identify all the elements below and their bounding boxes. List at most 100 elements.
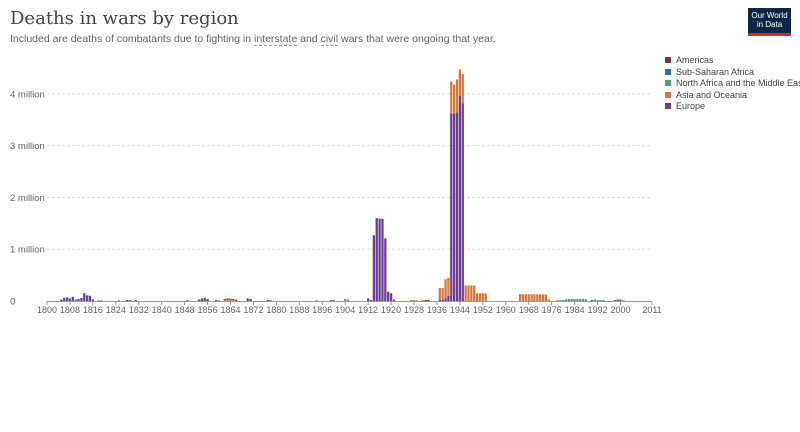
bar-segment-asia-and-oceania: [438, 288, 441, 300]
bar-segment-europe: [126, 299, 129, 301]
bar-segment-europe: [392, 299, 396, 301]
bar-segment-north-africa-and-the-middle-east: [582, 298, 585, 301]
bar-segment-europe: [71, 296, 74, 301]
legend-item[interactable]: North Africa and the Middle East: [665, 78, 800, 89]
bar-segment-north-africa-and-the-middle-east: [564, 299, 568, 301]
x-tick-label: 1816: [83, 305, 103, 315]
legend-item[interactable]: Americas: [665, 55, 800, 66]
bar-segment-north-africa-and-the-middle-east: [567, 298, 570, 301]
bar-segment-americas: [424, 299, 427, 301]
bar-segment-asia-and-oceania: [410, 299, 413, 301]
x-tick-label: 1896: [312, 305, 332, 315]
bar-segment-asia-and-oceania: [622, 300, 625, 301]
legend-label: Europe: [676, 101, 706, 112]
bar-segment-europe: [372, 235, 376, 301]
bar-segment-north-africa-and-the-middle-east: [579, 298, 582, 301]
bar-segment-europe: [444, 298, 447, 301]
legend-label: Asia and Oceania: [676, 89, 748, 100]
bar-segment-americas: [329, 300, 333, 301]
chart-title: Deaths in wars by region: [10, 8, 239, 29]
chart-subtitle: Included are deaths of combatants due to…: [10, 33, 496, 46]
bar-segment-americas: [229, 298, 232, 301]
x-axis: 1800 1808 1816 1824 1832 1840 1848 1856 1864 1872…: [37, 301, 662, 315]
bar-segment-europe: [86, 295, 89, 301]
bar-segment-europe: [203, 297, 206, 301]
bar-segment-europe: [80, 297, 83, 301]
owid-logo[interactable]: Our World in Data: [748, 8, 791, 36]
legend-item[interactable]: Sub-Saharan Africa: [665, 67, 800, 78]
bar-segment-asia-and-oceania: [458, 69, 462, 96]
bar-segment-europe: [249, 298, 252, 301]
bar-segment-asia-and-oceania: [521, 294, 525, 301]
bar-segment-europe: [134, 300, 138, 301]
bar-segment-europe: [215, 299, 218, 301]
bar-segment-asia-and-oceania: [415, 300, 419, 301]
bar-segment-asia-and-oceania: [470, 285, 473, 301]
bar-segment-asia-and-oceania: [481, 293, 484, 301]
bar-segment-europe: [450, 113, 453, 301]
x-tick-label: 1960: [496, 305, 516, 315]
bar-segment-north-africa-and-the-middle-east: [576, 298, 579, 301]
logo-accent-bar: [748, 33, 791, 36]
legend-swatch: [665, 103, 671, 110]
x-tick-label: 1920: [381, 305, 401, 315]
legend-item[interactable]: Europe: [665, 101, 800, 112]
bar-segment-asia-and-oceania: [453, 84, 456, 114]
bar-segment-asia-and-oceania: [217, 300, 221, 301]
bar-segment-asia-and-oceania: [518, 294, 522, 301]
bar-segment-asia-and-oceania: [559, 299, 562, 301]
bar-segment-europe: [197, 299, 201, 301]
bar-segment-sub-saharan-africa: [599, 300, 602, 301]
legend-swatch: [665, 57, 671, 64]
x-tick-label: 2011: [642, 305, 661, 315]
gridlines: 0 1 million 2 million 3 million 4 million: [10, 89, 652, 308]
x-tick-label: 1936: [427, 305, 447, 315]
y-tick-label: 1 million: [10, 245, 45, 256]
x-tick-label: 1824: [106, 305, 126, 315]
bar-segment-europe: [77, 298, 80, 301]
bar-segment-asia-and-oceania: [344, 298, 347, 301]
bar-segment-asia-and-oceania: [412, 299, 416, 301]
legend-item[interactable]: Asia and Oceania: [665, 90, 800, 101]
x-tick-label: 2000: [610, 305, 630, 315]
x-tick-label: 1832: [129, 305, 149, 315]
bar-segment-europe: [68, 298, 72, 301]
legend-swatch: [665, 91, 671, 98]
x-tick-label: 1952: [473, 305, 493, 315]
bar-segment-europe: [83, 293, 86, 301]
bar-segment-asia-and-oceania: [544, 294, 548, 301]
bar-segment-europe: [200, 298, 203, 301]
civil-link[interactable]: civil: [320, 33, 339, 46]
y-tick-label: 3 million: [10, 141, 45, 152]
interstate-link[interactable]: interstate: [254, 33, 298, 46]
bar-segment-europe: [458, 95, 462, 302]
x-tick-label: 1864: [220, 305, 240, 315]
legend-swatch: [665, 68, 671, 75]
bar-segment-europe: [366, 298, 370, 301]
bar-segment-sub-saharan-africa: [619, 299, 622, 301]
bar-segment-europe: [447, 295, 450, 301]
bar-segment-asia-and-oceania: [315, 300, 318, 301]
bar-segment-europe: [389, 293, 393, 301]
subtitle-text-end: wars that were ongoing that year.: [338, 33, 496, 45]
bar-segment-asia-and-oceania: [421, 299, 424, 301]
bar-segment-europe: [461, 103, 464, 302]
bar-segment-asia-and-oceania: [229, 300, 232, 301]
bar-segment-europe: [235, 299, 238, 301]
bar-segment-sub-saharan-africa: [596, 300, 599, 301]
bar-segment-sub-saharan-africa: [616, 299, 619, 301]
x-tick-label: 1872: [243, 305, 263, 315]
bar-segment-europe: [91, 299, 95, 301]
y-tick-label: 2 million: [10, 193, 45, 204]
bar-segment-asia-and-oceania: [232, 299, 235, 301]
bar-segment-asia-and-oceania: [478, 293, 482, 301]
bar-segment-asia-and-oceania: [447, 277, 450, 296]
bar-segment-sub-saharan-africa: [613, 299, 616, 301]
legend-swatch: [665, 80, 671, 87]
legend-label: North Africa and the Middle East: [676, 78, 800, 89]
legend: Americas Sub-Saharan Africa North Africa a…: [665, 55, 800, 113]
bar-segment-asia-and-oceania: [444, 279, 447, 299]
bar-segment-asia-and-oceania: [547, 299, 550, 301]
bar-segment-americas: [232, 298, 235, 300]
